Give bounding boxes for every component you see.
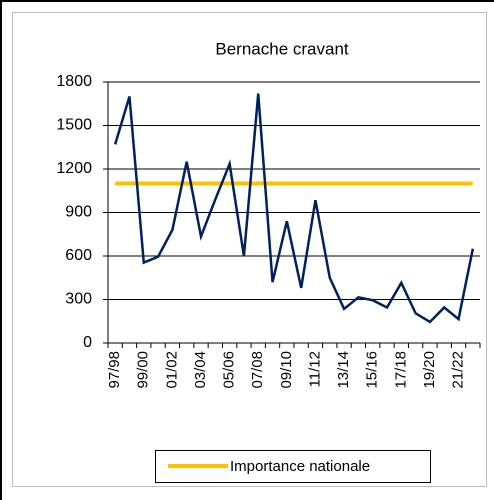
- x-tick-label: 15/16: [364, 351, 381, 389]
- y-tick-label: 300: [65, 291, 92, 308]
- x-tick-label: 99/00: [135, 351, 152, 389]
- x-tick-label: 19/20: [421, 351, 438, 389]
- x-tick-label: 05/06: [221, 351, 238, 389]
- x-tick-label: 21/22: [450, 351, 467, 389]
- x-tick-label: 17/18: [392, 351, 409, 389]
- x-tick-label: 97/98: [106, 351, 123, 389]
- y-tick-label: 1800: [56, 73, 92, 90]
- x-tick-label: 03/04: [192, 351, 209, 389]
- y-tick-label: 1500: [56, 117, 92, 134]
- x-tick-label: 01/02: [163, 351, 180, 389]
- x-tick-label: 09/10: [278, 351, 295, 389]
- y-tick-label: 1200: [56, 160, 92, 177]
- y-tick-label: 600: [65, 247, 92, 264]
- data-line: [113, 93, 475, 324]
- x-tick-label: 07/08: [249, 351, 266, 389]
- y-tick-label: 0: [83, 334, 92, 351]
- y-tick-label: 900: [65, 204, 92, 221]
- x-tick-label: 11/12: [306, 351, 323, 387]
- chart-frame: [12, 12, 487, 487]
- chart-title: Bernache cravant: [215, 39, 349, 58]
- legend-label: Importance nationale: [230, 458, 370, 475]
- x-tick-label: 13/14: [335, 351, 352, 389]
